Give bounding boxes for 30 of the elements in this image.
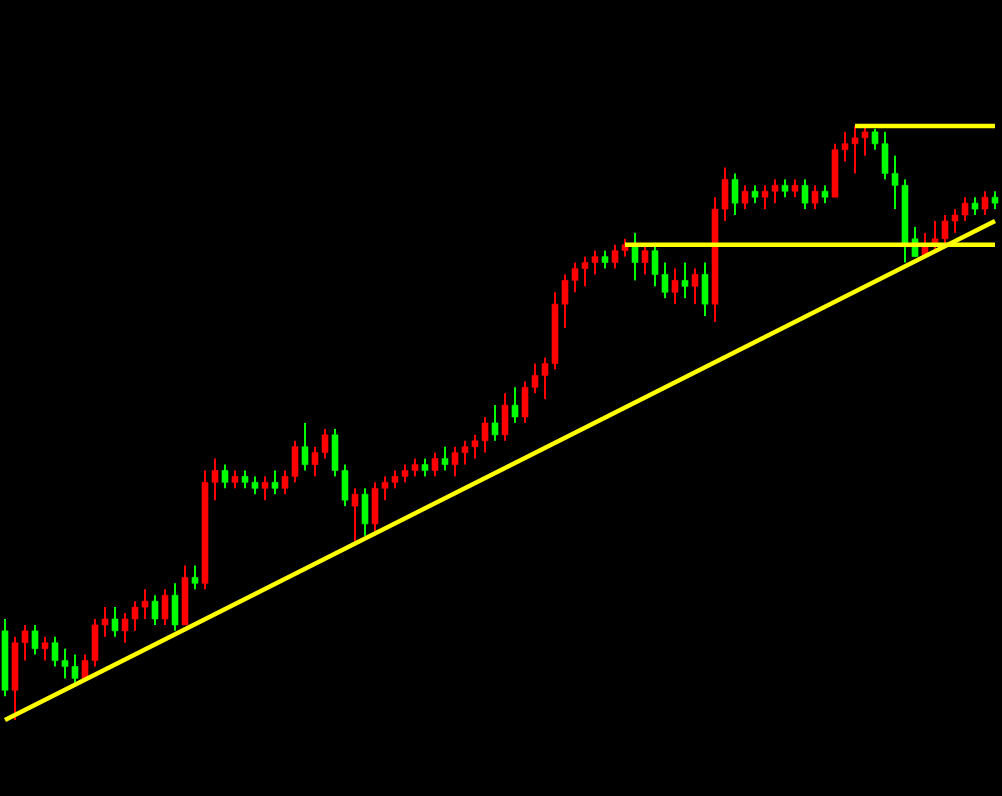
candlestick — [301, 421, 309, 472]
candlestick — [161, 588, 169, 626]
candlestick — [811, 184, 819, 211]
candlestick — [441, 445, 449, 472]
candlestick — [171, 582, 179, 632]
candlestick — [701, 261, 709, 318]
candlestick — [501, 392, 509, 442]
candlestick — [491, 404, 499, 442]
candlestick — [261, 475, 269, 502]
candlestick — [41, 635, 49, 662]
candlestick — [431, 451, 439, 478]
candlestick — [511, 386, 519, 424]
candlestick — [31, 623, 39, 656]
candlestick — [111, 606, 119, 638]
candlestick — [221, 463, 229, 490]
candlestick — [681, 261, 689, 300]
candlestick — [151, 594, 159, 626]
candlestick — [631, 231, 639, 282]
candlestick — [741, 184, 749, 211]
candlestick — [801, 178, 809, 211]
candlestick — [271, 469, 279, 496]
candlestick — [671, 267, 679, 306]
candlestick — [351, 487, 359, 543]
candlestick — [731, 172, 739, 217]
candlestick — [191, 564, 199, 591]
candlestick — [641, 243, 649, 276]
candlestick — [981, 190, 989, 217]
candlestick — [691, 267, 699, 306]
candlestick — [361, 487, 369, 537]
candlestick — [181, 564, 189, 626]
